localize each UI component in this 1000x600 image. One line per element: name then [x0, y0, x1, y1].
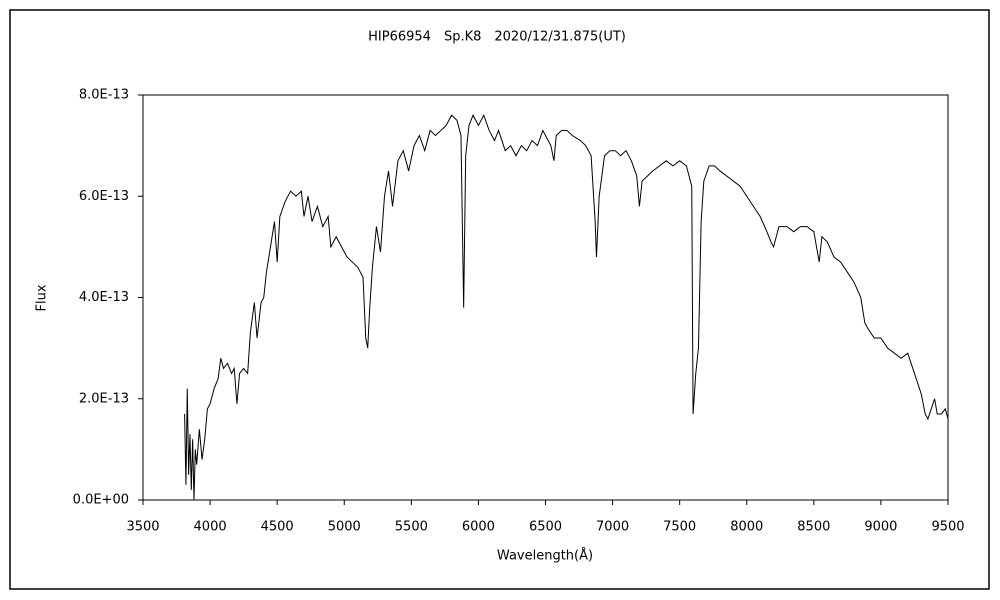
spectrum-line — [184, 114, 949, 501]
y-tick-label: 0.0E+00 — [73, 493, 129, 508]
y-tick-label: 6.0E-13 — [79, 189, 129, 204]
x-tick-label: 7500 — [663, 520, 696, 535]
x-tick-label: 5000 — [328, 520, 361, 535]
x-axis-label: Wavelength(Å) — [497, 548, 593, 564]
y-tick-label: 4.0E-13 — [79, 290, 129, 305]
x-tick-label: 4500 — [261, 520, 294, 535]
x-tick-label: 6500 — [529, 520, 562, 535]
x-tick-label: 4000 — [194, 520, 227, 535]
x-tick-label: 5500 — [395, 520, 428, 535]
y-axis-label: Flux — [35, 284, 50, 311]
x-tick-label: 8000 — [730, 520, 763, 535]
y-tick-label: 8.0E-13 — [79, 88, 129, 103]
frame — [9, 9, 990, 590]
chart-title: HIP66954 Sp.K8 2020/12/31.875(UT) — [368, 30, 626, 45]
y-tick-label: 2.0E-13 — [79, 391, 129, 406]
x-tick-label: 9000 — [864, 520, 897, 535]
x-tick-label: 3500 — [126, 520, 159, 535]
x-tick-label: 7000 — [596, 520, 629, 535]
x-tick-label: 9500 — [931, 520, 964, 535]
x-tick-label: 8500 — [797, 520, 830, 535]
x-tick-label: 6000 — [462, 520, 495, 535]
